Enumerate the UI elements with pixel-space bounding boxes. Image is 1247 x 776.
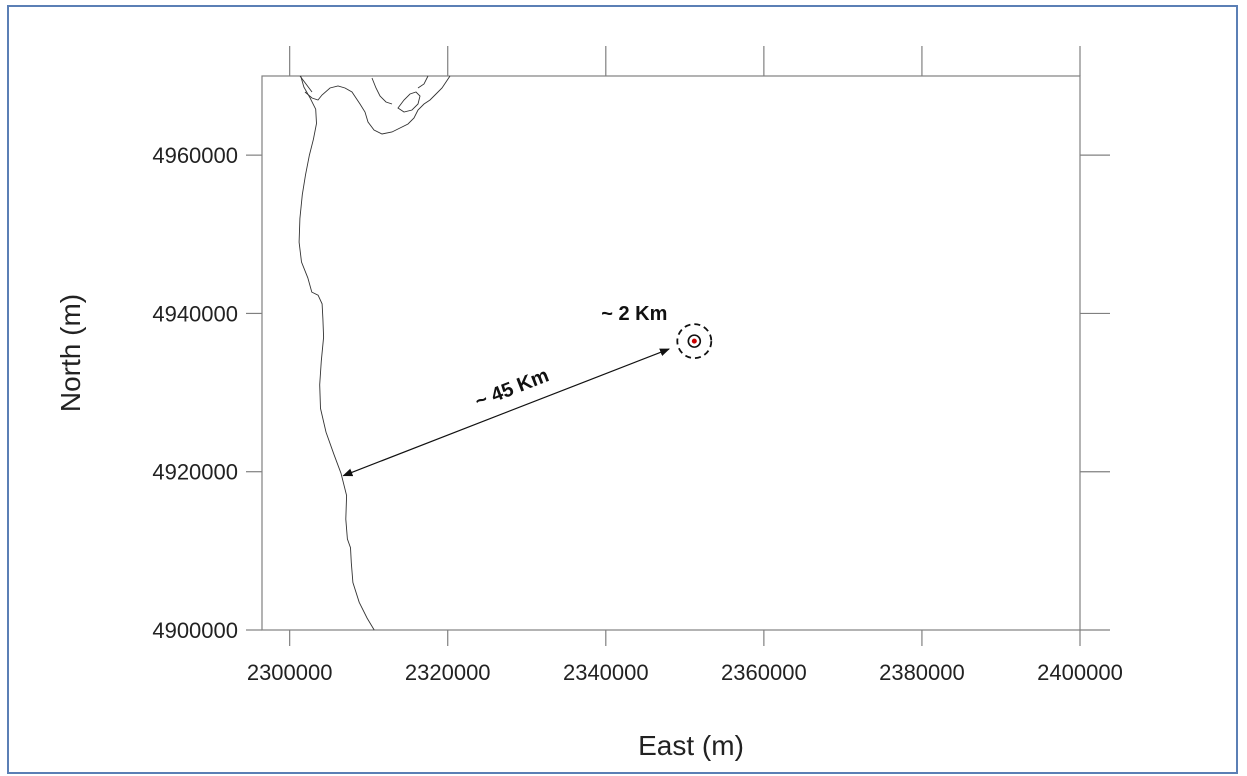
x-tick-label: 2400000 (1037, 660, 1123, 685)
plot-area (261, 75, 1081, 631)
y-tick-label: 4960000 (152, 143, 238, 168)
x-tick-label: 2340000 (563, 660, 649, 685)
axis-ticks (246, 46, 1110, 646)
x-tick-label: 2360000 (721, 660, 807, 685)
y-tick-label: 4900000 (152, 618, 238, 643)
distance-arrow (342, 348, 670, 477)
estuary-island (397, 91, 421, 113)
distance-label: ~ 45 Km (472, 364, 552, 413)
x-tick-label: 2320000 (405, 660, 491, 685)
estuary-channel (299, 75, 429, 105)
y-axis-title: North (m) (55, 294, 86, 412)
estuary-coastline (304, 75, 451, 135)
x-axis-title: East (m) (638, 730, 744, 761)
axis-tick-labels: 2300000 2320000 2340000 2360000 2380000 24000… (152, 143, 1122, 685)
x-tick-label: 2300000 (247, 660, 333, 685)
site-marker-dot (691, 338, 697, 344)
site-marker-ring (687, 334, 702, 348)
x-tick-label: 2380000 (879, 660, 965, 685)
radius-label: ~ 2 Km (601, 303, 667, 325)
coastline (298, 75, 375, 631)
y-tick-label: 4940000 (152, 301, 238, 326)
site-radius-circle (676, 323, 713, 360)
y-tick-label: 4920000 (152, 460, 238, 485)
